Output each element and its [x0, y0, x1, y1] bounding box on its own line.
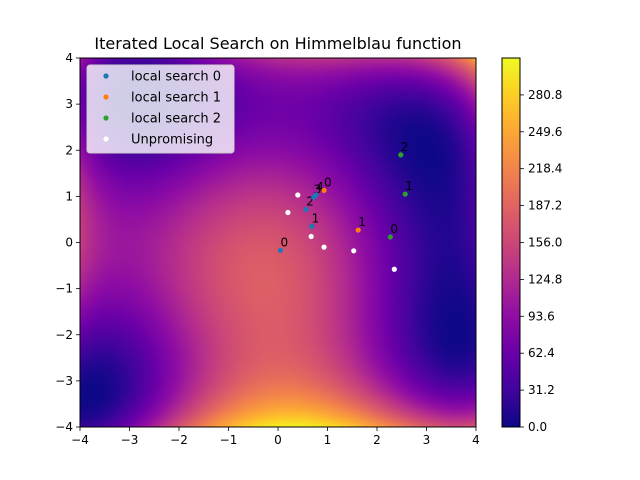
data-point: [402, 191, 408, 197]
data-point: [285, 209, 291, 216]
data-point: [309, 223, 315, 229]
colorbar-tick-label: 187.2: [528, 199, 562, 213]
legend-box: [86, 64, 235, 154]
series-1: 01: [321, 175, 366, 233]
data-point: [398, 152, 404, 158]
colorbar-gradient: [502, 58, 520, 427]
x-tick-label: −3: [121, 433, 139, 447]
y-tick-label: 3: [65, 97, 73, 111]
chart-title: Iterated Local Search on Himmelblau func…: [94, 34, 461, 53]
legend-marker: [103, 94, 109, 100]
legend-marker: [103, 115, 109, 121]
x-tick-label: −1: [220, 433, 238, 447]
y-tick-label: −1: [55, 282, 73, 296]
y-tick-label: 1: [65, 189, 73, 203]
data-point: [303, 206, 309, 212]
y-tick-label: −2: [55, 328, 73, 342]
y-axis: −4 −3 −2 −1 0 1 2 3 4: [55, 51, 80, 434]
point-label: 2: [306, 194, 314, 208]
colorbar-tick-label: 249.6: [528, 125, 562, 139]
point-label: 0: [390, 222, 398, 236]
series-3: [285, 192, 397, 272]
data-point: [387, 234, 393, 240]
legend-label: local search 1: [131, 91, 221, 106]
x-tick-label: 0: [274, 433, 282, 447]
colorbar: 0.0 31.2 62.4 93.6 124.8 156.0 187.2 218.4 249.6…: [501, 57, 562, 434]
x-tick-label: 3: [423, 433, 431, 447]
data-point: [321, 187, 327, 193]
colorbar-tick-label: 0.0: [528, 420, 547, 434]
data-point: [313, 192, 319, 198]
point-label: 0: [280, 235, 288, 249]
data-point: [277, 247, 284, 253]
legend-label: local search 2: [131, 112, 221, 127]
series-0: 0 1 234: [277, 180, 324, 253]
y-tick-label: 0: [65, 236, 73, 250]
legend: local search 0 local search 1 local search…: [86, 64, 235, 154]
point-label: 1: [405, 179, 413, 193]
x-tick-label: 4: [472, 433, 480, 447]
data-point: [321, 244, 327, 250]
colorbar-tick-label: 218.4: [528, 162, 562, 176]
y-tick-label: −4: [55, 420, 73, 434]
colorbar-ticks: 0.0 31.2 62.4 93.6 124.8 156.0 187.2 218.4 249.6…: [520, 88, 562, 434]
series-2: 0 1 2: [387, 140, 413, 240]
y-tick-label: 2: [65, 143, 73, 157]
colorbar-tick-label: 280.8: [528, 88, 562, 102]
data-point: [355, 227, 361, 233]
point-label: 3: [314, 182, 322, 196]
legend-label: local search 0: [131, 70, 221, 85]
point-label: 1: [312, 211, 320, 225]
x-tick-label: −4: [71, 433, 89, 447]
legend-label: Unpromising: [131, 133, 213, 148]
data-point: [308, 233, 314, 240]
x-tick-label: −2: [170, 433, 188, 447]
point-label: 1: [358, 215, 366, 229]
point-label: 4: [316, 180, 324, 194]
y-tick-label: 4: [65, 51, 73, 65]
x-tick-label: 1: [324, 433, 332, 447]
colorbar-tick-label: 93.6: [528, 309, 555, 323]
point-label: 2: [401, 140, 409, 154]
legend-marker: [103, 73, 109, 79]
colorbar-tick-label: 62.4: [528, 346, 555, 360]
data-point: [295, 192, 301, 198]
x-axis: −4 −3 −2 −1 0 1 2 3 4: [71, 427, 480, 447]
colorbar-tick-label: 124.8: [528, 272, 562, 286]
y-tick-label: −3: [55, 374, 73, 388]
data-point: [391, 266, 397, 272]
x-tick-label: 2: [373, 433, 381, 447]
legend-marker: [103, 136, 109, 142]
data-point: [351, 248, 357, 254]
point-label: 0: [324, 175, 332, 189]
colorbar-tick-label: 156.0: [528, 236, 562, 250]
colorbar-tick-label: 31.2: [528, 383, 555, 397]
